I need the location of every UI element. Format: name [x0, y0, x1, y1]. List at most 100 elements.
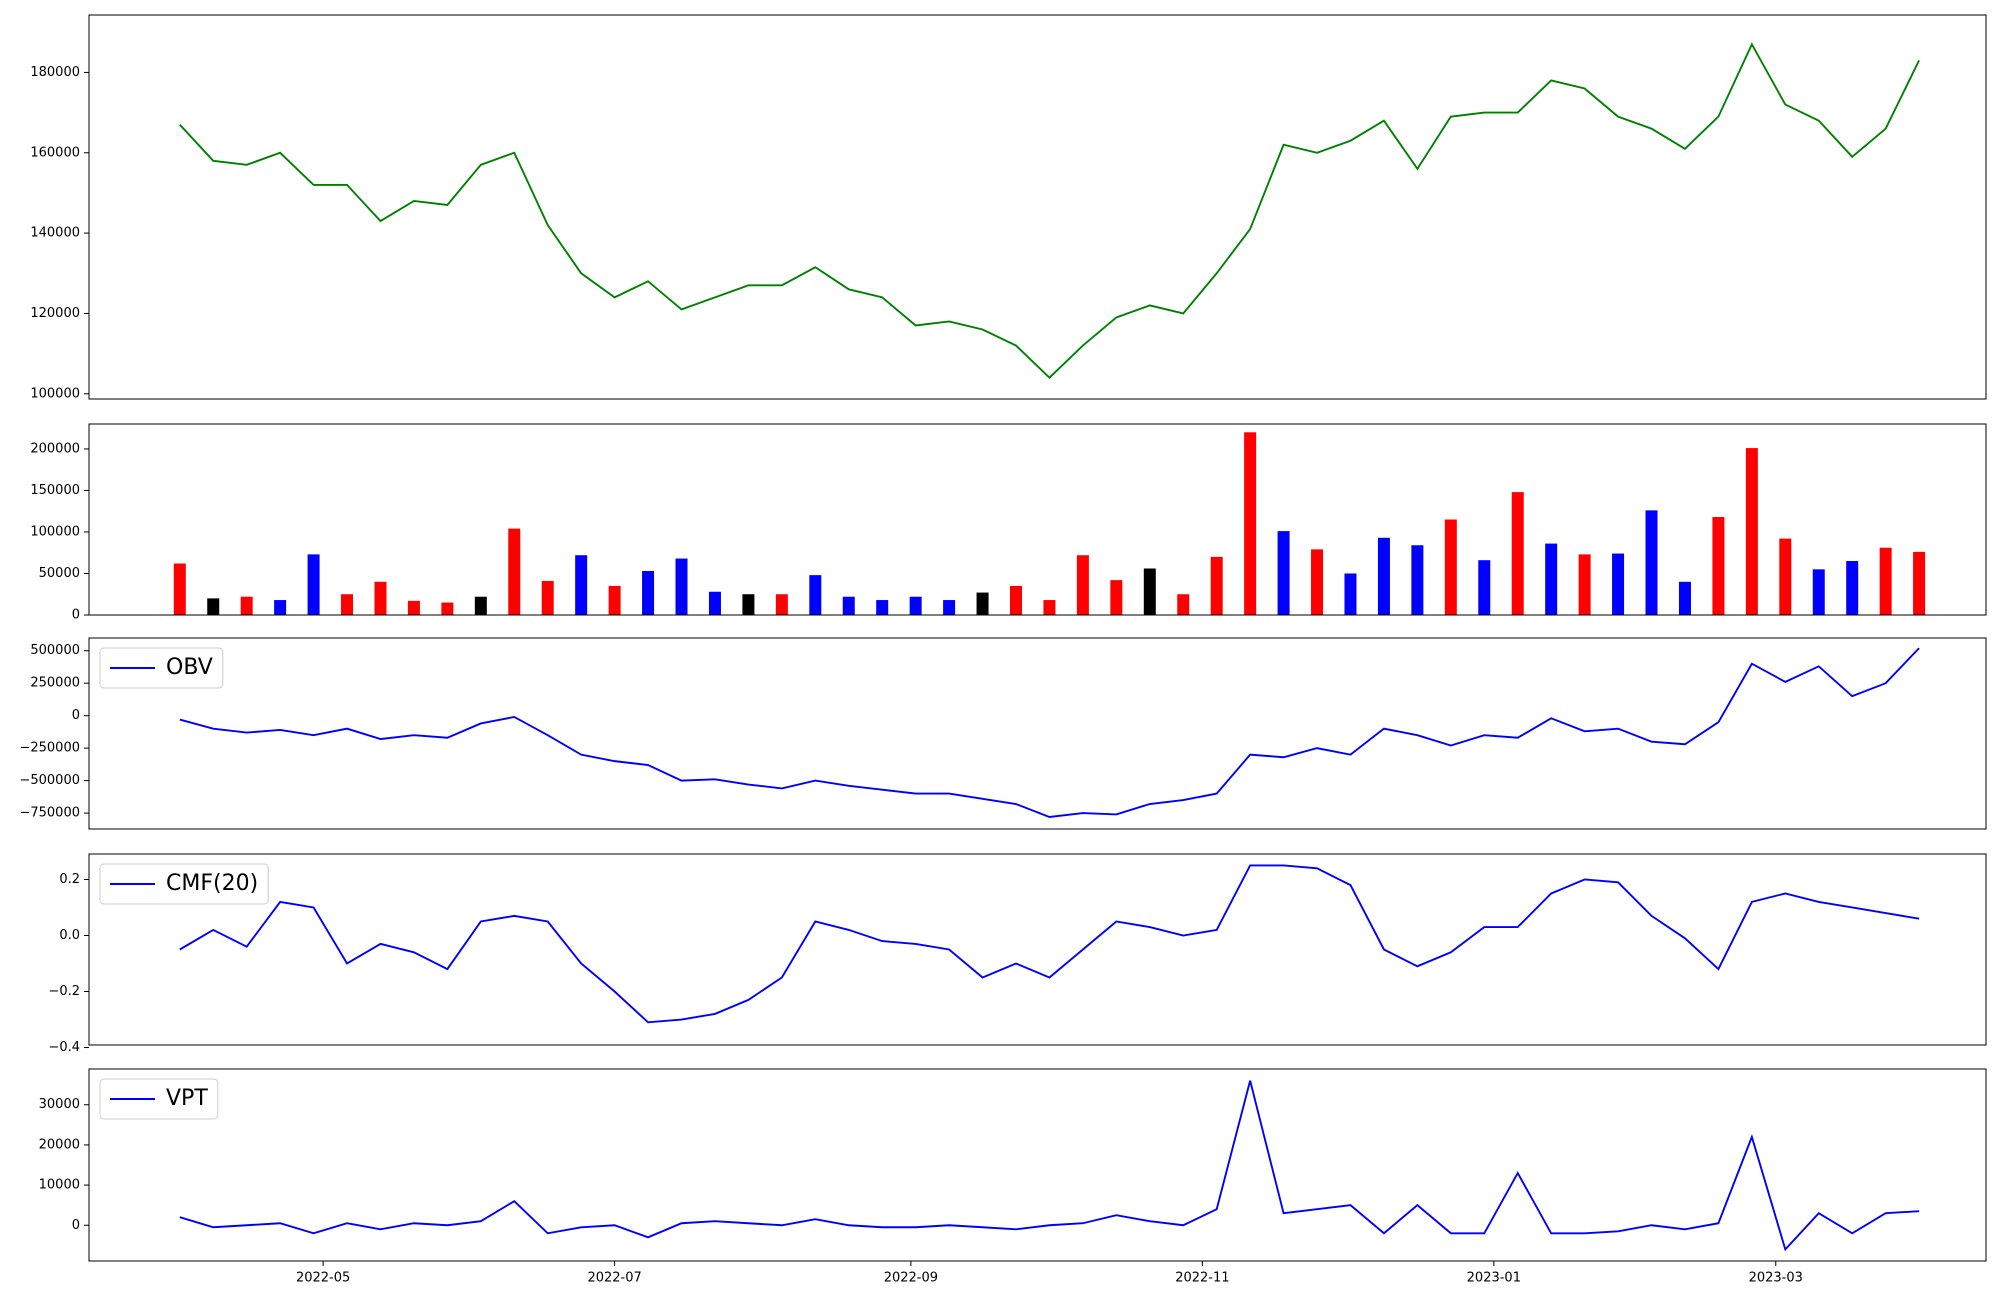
- bar: [642, 570, 655, 615]
- bar: [775, 594, 788, 615]
- bar: [909, 596, 922, 615]
- bar: [1745, 448, 1758, 615]
- panel: 100000 120000 140000 160000 180000: [30, 14, 1987, 401]
- bar: [675, 558, 688, 615]
- axes-frame: [88, 14, 1987, 400]
- legend-box: [99, 647, 224, 689]
- y-tick-label: 0.2: [59, 872, 80, 887]
- bar: [575, 555, 588, 615]
- y-tick-label: 0: [72, 708, 80, 723]
- bar: [809, 575, 822, 615]
- y-tick-label: 20000: [39, 1137, 80, 1152]
- y-tick-label: −750000: [19, 806, 80, 821]
- line: [179, 42, 1920, 380]
- panel: −0.4 −0.2 0.0 0.2 CMF(20): [48, 853, 1987, 1055]
- bar: [1210, 556, 1223, 615]
- y-tick-label: 140000: [30, 226, 80, 241]
- y-tick-label: 200000: [30, 441, 80, 456]
- axes-frame: [88, 853, 1987, 1046]
- bar: [608, 585, 621, 615]
- bar: [1377, 537, 1390, 615]
- bar: [1244, 432, 1257, 615]
- bar: [1177, 594, 1190, 615]
- bar: [976, 592, 989, 615]
- bar: [1812, 569, 1825, 615]
- bar: [341, 594, 354, 615]
- y-tick-label: 150000: [30, 483, 80, 498]
- x-tick-label: 2022-05: [296, 1271, 350, 1286]
- bar: [1076, 555, 1089, 615]
- bar: [1578, 554, 1591, 615]
- bar: [1344, 573, 1357, 615]
- panel: 0 10000 20000 30000 2022-05 2022-07 2022-09 202…: [39, 1068, 1987, 1286]
- bar: [374, 581, 387, 615]
- y-tick-label: 120000: [30, 306, 80, 321]
- bar: [708, 591, 721, 615]
- bar: [474, 596, 487, 615]
- line: [179, 1080, 1920, 1252]
- y-tick-label: 500000: [30, 643, 80, 658]
- bar: [1545, 543, 1558, 615]
- bar: [1478, 560, 1491, 615]
- bar: [508, 528, 521, 615]
- bar: [1645, 510, 1658, 615]
- bar: [307, 554, 320, 615]
- y-tick-label: −0.4: [48, 1040, 80, 1055]
- bar: [1444, 519, 1457, 615]
- bar: [1009, 585, 1022, 615]
- legend-box: [99, 1078, 219, 1120]
- bar: [1846, 561, 1859, 615]
- bar: [407, 600, 420, 615]
- bar: [1779, 538, 1792, 615]
- axes-frame: [88, 637, 1987, 830]
- axes-frame: [88, 1068, 1987, 1262]
- axes-frame: [88, 423, 1987, 616]
- x-tick-label: 2023-03: [1749, 1271, 1803, 1286]
- x-tick-label: 2022-07: [587, 1271, 641, 1286]
- bar: [441, 602, 454, 615]
- y-tick-label: 0.0: [59, 928, 80, 943]
- line: [179, 864, 1920, 1024]
- y-tick-label: −0.2: [48, 984, 80, 999]
- bar: [1277, 531, 1290, 615]
- bar: [274, 600, 287, 615]
- x-tick-label: 2022-09: [884, 1271, 938, 1286]
- bar: [1311, 549, 1324, 615]
- bar: [1043, 600, 1056, 615]
- x-tick-label: 2023-01: [1467, 1271, 1521, 1286]
- y-tick-label: 50000: [39, 566, 80, 581]
- panel: −750000 −500000 −250000 0 250000 500000 OBV: [19, 637, 1987, 830]
- y-tick-label: 100000: [30, 524, 80, 539]
- bar: [842, 596, 855, 615]
- bar: [1712, 517, 1725, 615]
- y-tick-label: 160000: [30, 145, 80, 160]
- bar: [207, 598, 220, 615]
- y-tick-label: −500000: [19, 773, 80, 788]
- bar: [1913, 551, 1926, 615]
- bar: [173, 563, 186, 615]
- bar: [1612, 553, 1625, 615]
- legend-label: CMF(20): [166, 871, 258, 896]
- bar: [742, 594, 755, 615]
- bar: [876, 600, 889, 615]
- bar: [240, 596, 253, 615]
- y-tick-label: 0: [72, 1218, 80, 1233]
- legend-box: [99, 863, 269, 905]
- bar: [1411, 545, 1424, 615]
- y-tick-label: 10000: [39, 1178, 80, 1193]
- bar: [943, 600, 956, 615]
- bar: [541, 580, 554, 615]
- line: [179, 647, 1920, 818]
- y-tick-label: 0: [72, 608, 80, 623]
- legend-label: OBV: [166, 655, 213, 680]
- panel: 0 50000 100000 150000 200000: [30, 423, 1987, 623]
- y-tick-label: 30000: [39, 1097, 80, 1112]
- y-tick-label: 180000: [30, 65, 80, 80]
- bar: [1879, 547, 1892, 615]
- y-tick-label: 250000: [30, 676, 80, 691]
- y-tick-label: −250000: [19, 741, 80, 756]
- y-tick-label: 100000: [30, 386, 80, 401]
- bar: [1678, 581, 1691, 615]
- legend-label: VPT: [166, 1086, 208, 1111]
